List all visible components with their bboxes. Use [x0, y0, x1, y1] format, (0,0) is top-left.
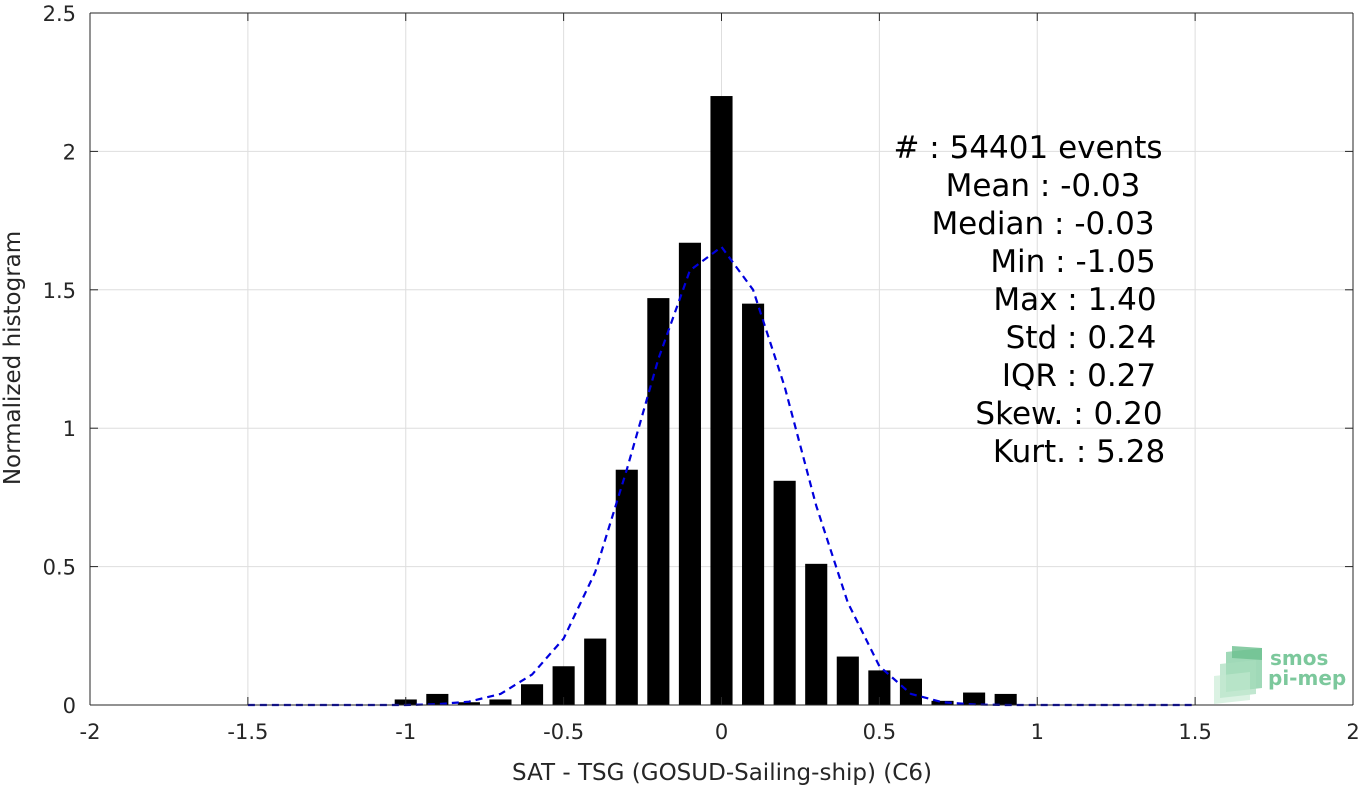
- x-tick-label: -0.5: [543, 720, 584, 744]
- histogram-bar: [647, 298, 670, 705]
- histogram-bar: [899, 678, 923, 705]
- x-tick-label: -1.5: [227, 720, 268, 744]
- stat-line: Min : -1.05: [990, 244, 1155, 280]
- histogram-bar: [489, 699, 512, 705]
- stat-line: Mean : -0.03: [946, 168, 1141, 204]
- histogram-bar: [584, 638, 607, 705]
- y-tick-label: 2: [63, 140, 76, 164]
- histogram-bar: [805, 563, 828, 705]
- x-tick-label: 0: [715, 720, 728, 744]
- histogram-bar: [710, 96, 733, 706]
- histogram-bar: [994, 693, 1017, 705]
- stat-line: Median : -0.03: [931, 206, 1154, 242]
- y-axis-label: Normalized histogram: [0, 231, 26, 485]
- x-tick-label: -1: [395, 720, 416, 744]
- histogram-bar: [868, 670, 891, 705]
- histogram-bar: [931, 700, 954, 705]
- histogram-bars: [394, 96, 1017, 706]
- y-tick-label: 2.5: [43, 2, 76, 26]
- logo-mark-icon: [1214, 646, 1262, 704]
- histogram-bar: [963, 692, 986, 705]
- logo-text-smos: smos: [1270, 646, 1328, 670]
- x-tick-label: 0.5: [863, 720, 896, 744]
- smos-pi-mep-logo: smos pi-mep: [1214, 646, 1346, 704]
- histogram-bar: [836, 656, 859, 705]
- histogram-bar: [742, 303, 765, 705]
- histogram-bar: [615, 469, 638, 705]
- x-tick-label: 1: [1031, 720, 1044, 744]
- y-tick-label: 0.5: [43, 556, 76, 580]
- plot-axes: [89, 12, 1354, 706]
- histogram-bar: [678, 242, 701, 705]
- stat-line: # : 54401 events: [893, 130, 1162, 166]
- stat-line: Std : 0.24: [1006, 320, 1157, 356]
- y-tick-label: 0: [63, 694, 76, 718]
- x-axis-label: SAT - TSG (GOSUD-Sailing-ship) (C6): [512, 760, 932, 786]
- y-tick-label: 1.5: [43, 279, 76, 303]
- histogram-bar: [457, 702, 480, 705]
- y-tick-label: 1: [63, 417, 76, 441]
- histogram-bar: [520, 684, 544, 705]
- stat-line: IQR : 0.27: [1002, 358, 1156, 394]
- stat-line: Skew. : 0.20: [975, 396, 1162, 432]
- histogram-bar: [426, 693, 449, 705]
- x-tick-label: 2: [1346, 720, 1359, 744]
- logo-text-pi-mep: pi-mep: [1268, 666, 1346, 690]
- tick-labels: -2 -1.5 -1 -0.5 0 0.5 1 1.5 2 0 0.5 1 1.5 2 2.5: [43, 2, 1360, 744]
- x-tick-label: 1.5: [1178, 720, 1211, 744]
- histogram-bar: [773, 480, 796, 705]
- stat-line: Max : 1.40: [993, 282, 1156, 318]
- histogram-bar: [552, 666, 575, 705]
- stat-line: Kurt. : 5.28: [993, 434, 1165, 470]
- x-tick-label: -2: [80, 720, 101, 744]
